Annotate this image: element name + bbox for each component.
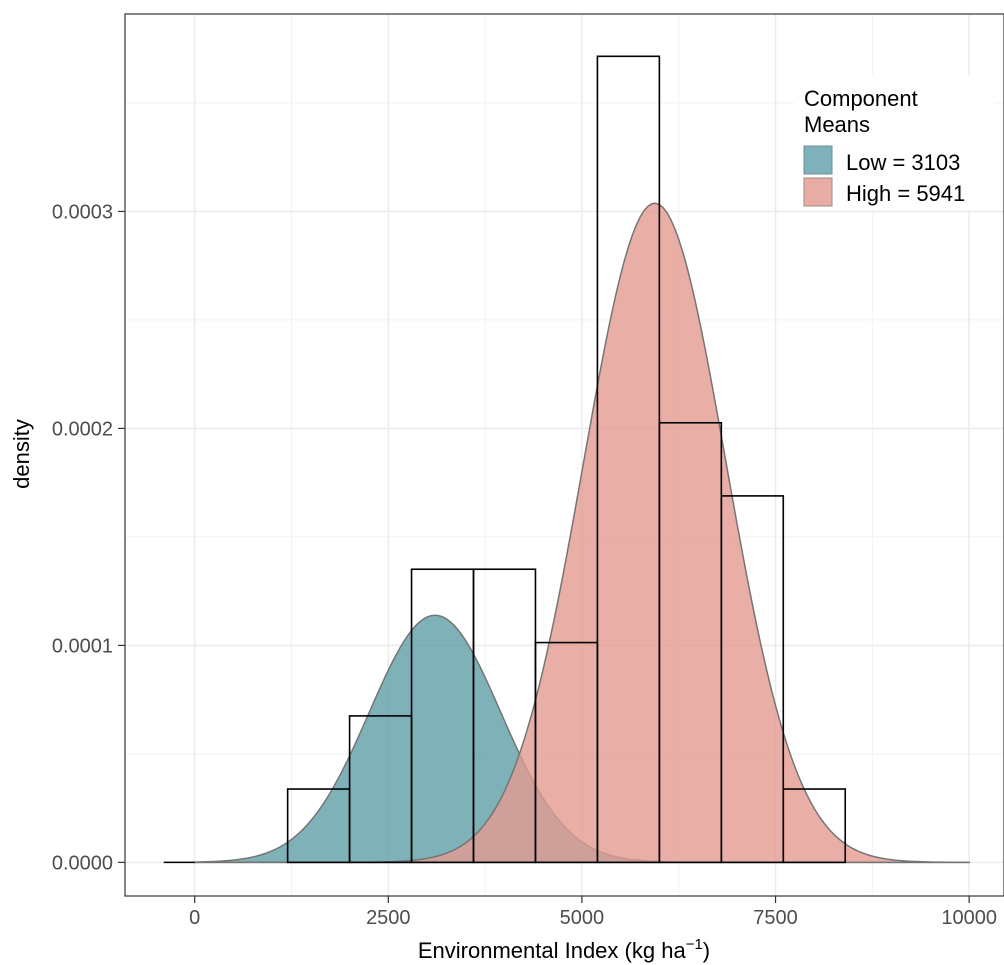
legend-label-high: High = 5941: [846, 181, 965, 206]
x-axis-title: Environmental Index (kg ha−1): [418, 936, 710, 963]
histogram: [163, 55, 847, 864]
x-axis-title-close: ): [703, 938, 710, 963]
y-tick-label: 0.0001: [52, 635, 113, 657]
x-tick-label: 2500: [366, 907, 411, 929]
y-tick-label: 0.0000: [52, 852, 113, 874]
legend-key-high: [803, 177, 833, 207]
x-axis: 0 2500 5000 7500 10000: [189, 896, 997, 929]
x-tick-label: 7500: [753, 907, 798, 929]
x-tick-label: 10000: [941, 907, 997, 929]
x-tick-label: 5000: [560, 907, 605, 929]
y-tick-label: 0.0002: [52, 418, 113, 440]
plot-border: [124, 13, 1004, 897]
legend-title-line2: Means: [804, 112, 870, 137]
legend-label-low: Low = 3103: [846, 150, 960, 175]
x-axis-title-sup: −1: [686, 936, 703, 953]
histogram-bar: [782, 788, 847, 864]
y-tick-label: 0.0003: [52, 201, 113, 223]
x-tick-label: 0: [189, 907, 200, 929]
histogram-bar: [720, 495, 785, 864]
legend: Component Means Low = 3103 High = 5941: [794, 76, 994, 210]
legend-key-low: [803, 145, 833, 175]
y-axis-title: density: [9, 419, 34, 489]
x-axis-title-main: Environmental Index (kg ha: [418, 938, 687, 963]
legend-title-line1: Component: [804, 86, 918, 111]
y-axis: 0.0000 0.0001 0.0002 0.0003: [52, 201, 125, 874]
